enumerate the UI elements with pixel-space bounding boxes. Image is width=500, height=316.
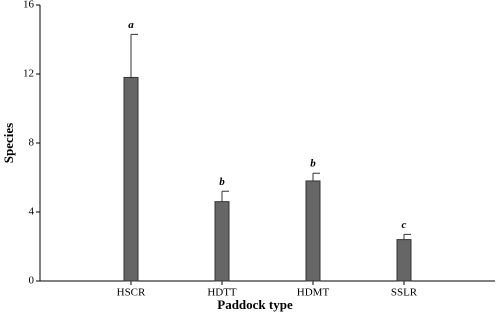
error-bar — [130, 33, 138, 78]
x-tick-label: HDMT — [297, 287, 330, 299]
bar — [123, 76, 139, 282]
error-bar — [221, 190, 229, 202]
significance-label: c — [402, 219, 407, 231]
significance-label: a — [128, 19, 134, 31]
y-tick-label: 4 — [29, 206, 35, 218]
x-tick-label: HSCR — [117, 287, 146, 299]
x-axis-title: Paddock type — [217, 297, 293, 312]
significance-label: b — [310, 158, 316, 170]
y-tick-label: 16 — [23, 0, 35, 11]
bar — [305, 180, 321, 282]
significance-label: b — [219, 176, 225, 188]
bar — [396, 239, 412, 282]
bar — [214, 201, 230, 282]
y-tick-label: 8 — [29, 137, 35, 149]
y-axis-title: Species — [1, 123, 16, 163]
y-tick-label: 12 — [23, 68, 34, 80]
error-bar — [312, 172, 320, 181]
x-tick-label: SSLR — [391, 287, 418, 299]
error-bar — [403, 233, 411, 240]
y-tick-label: 0 — [29, 275, 35, 287]
x-tick-label: HDTT — [207, 287, 237, 299]
